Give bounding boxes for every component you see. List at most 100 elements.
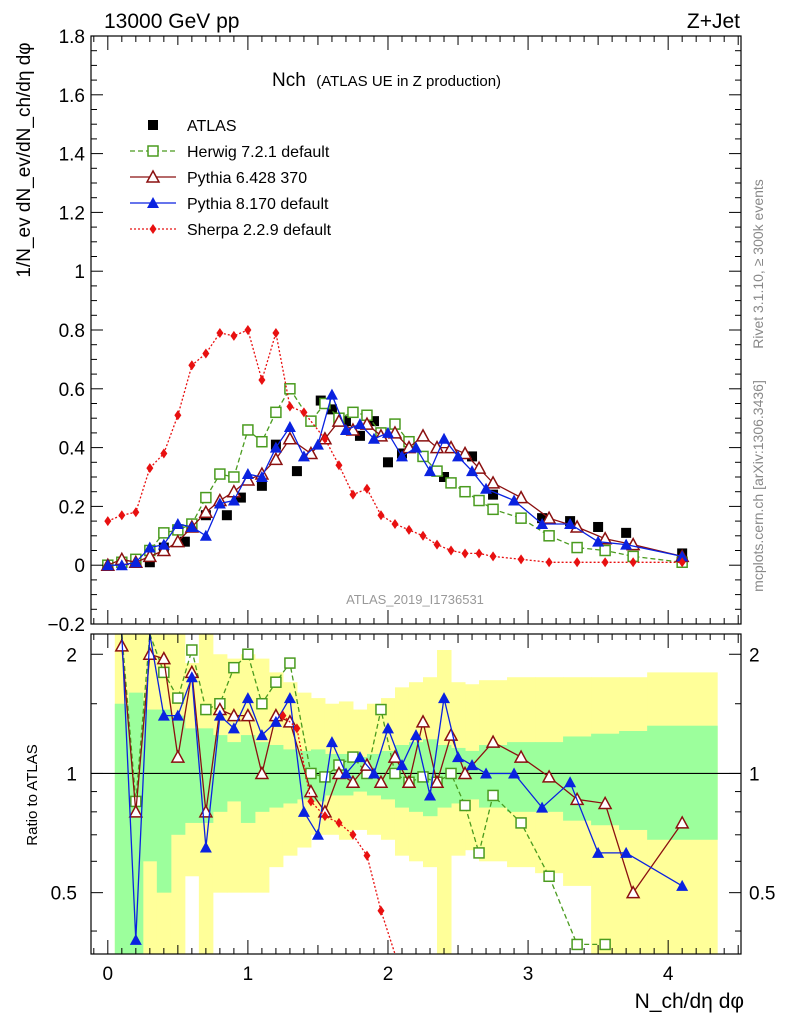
ratio-series-pythia-8-170-default [121, 633, 689, 945]
point-herwig-7-2-1-default [571, 541, 583, 554]
point-sherpa-2-2-9-default [391, 519, 399, 530]
point-pythia-8-170-default [199, 529, 212, 541]
point-pythia-8-170-default [367, 432, 380, 444]
point-pythia-6-428-370 [597, 531, 613, 545]
header-right: Z+Jet [687, 10, 740, 33]
point-sherpa-2-2-9-default [363, 483, 371, 494]
plot-title-sub: (ATLAS UE in Z production) [316, 73, 501, 90]
band-inner [114, 703, 130, 954]
ratio-point-pythia-8-170-default [311, 828, 324, 840]
ratio-point-sherpa-2-2-9-default [363, 850, 371, 861]
ratio-point-herwig-7-2-1-default [487, 789, 499, 802]
ratio-point-herwig-7-2-1-default [256, 697, 268, 710]
ratio-series-sherpa-2-2-9-default [279, 710, 396, 955]
ratio-point-pythia-6-428-370 [128, 804, 144, 818]
series-sherpa-2-2-9-default [104, 325, 686, 568]
point-pythia-8-170-default [508, 494, 521, 506]
ratio-point-pythia-8-170-default [620, 846, 633, 858]
point-herwig-7-2-1-default [347, 406, 359, 419]
ratio-point-pythia-8-170-default [269, 715, 282, 727]
y-tick-label: 1 [74, 262, 85, 283]
x-tick-label: 2 [383, 964, 394, 985]
point-atlas [291, 466, 302, 477]
point-pythia-6-428-370 [485, 475, 501, 489]
ratio-y-tick-label-right: 2 [749, 645, 760, 666]
y-tick-label: 1.4 [59, 145, 86, 166]
point-atlas [326, 404, 337, 415]
point-sherpa-2-2-9-default [545, 557, 553, 568]
ratio-point-herwig-7-2-1-default [242, 648, 254, 661]
point-sherpa-2-2-9-default [286, 401, 294, 412]
point-pythia-8-170-default [115, 559, 128, 571]
ratio-point-pythia-6-428-370 [170, 749, 186, 763]
ratio-point-herwig-7-2-1-default [417, 771, 429, 783]
x-tick-label: 0 [103, 964, 114, 985]
main-panel: −0.2 0 0.2 0.4 0.6 0.8 1 1.2 1.4 1.6 1.8 [47, 27, 742, 636]
band-inner [268, 744, 284, 808]
point-pythia-8-170-default [283, 421, 296, 433]
point-herwig-7-2-1-default [284, 383, 296, 395]
ratio-point-sherpa-2-2-9-default [335, 817, 343, 828]
ratio-point-pythia-6-428-370 [443, 727, 459, 741]
legend-label: Herwig 7.2.1 default [187, 144, 330, 161]
ratio-point-pythia-6-428-370 [254, 765, 270, 780]
point-sherpa-2-2-9-default [230, 330, 238, 341]
legend-item-atlas: ATLAS [148, 118, 237, 135]
point-pythia-6-428-370 [282, 431, 298, 445]
ratio-point-sherpa-2-2-9-default [377, 905, 385, 916]
ratio-point-herwig-7-2-1-default [305, 767, 317, 780]
ratio-point-pythia-8-170-default [157, 709, 170, 721]
series-line-pythia-8-170-default [107, 392, 683, 566]
point-pythia-6-428-370 [471, 460, 487, 474]
point-sherpa-2-2-9-default [188, 360, 196, 371]
point-sherpa-2-2-9-default [321, 433, 329, 444]
ratio-point-herwig-7-2-1-default [228, 661, 240, 674]
point-pythia-8-170-default [185, 520, 198, 532]
legend-marker [147, 145, 159, 157]
point-herwig-7-2-1-default [599, 544, 611, 557]
ratio-point-pythia-8-170-default [508, 767, 521, 779]
legend-label: Sherpa 2.2.9 default [187, 222, 332, 239]
point-pythia-8-170-default [480, 482, 493, 494]
ratio-ticks: 0.5 0.5 1 1 2 2 0 1 2 3 4 [51, 634, 775, 985]
point-herwig-7-2-1-default [445, 477, 457, 489]
legend-item-herwig-7-2-1-default: Herwig 7.2.1 default [130, 144, 330, 161]
point-atlas [179, 536, 190, 547]
series-line-herwig-7-2-1-default [107, 387, 683, 566]
legend-item-pythia-8-170-default: Pythia 8.170 default [130, 196, 329, 213]
series-line-sherpa-2-2-9-default [107, 329, 683, 563]
ratio-point-herwig-7-2-1-default [284, 657, 296, 669]
point-herwig-7-2-1-default [515, 512, 527, 524]
main-ylabel: 1/N_ev dN_ev/dN_ch/dη dφ [14, 42, 35, 277]
point-pythia-8-170-default [410, 441, 422, 453]
ratio-point-pythia-6-428-370 [625, 885, 641, 899]
point-pythia-8-170-default [620, 538, 633, 550]
ratio-series-layer [114, 633, 690, 955]
ratio-y-tick-label-right: 0.5 [749, 884, 775, 905]
point-pythia-8-170-default [297, 450, 310, 462]
point-pythia-8-170-default [101, 559, 114, 571]
point-pythia-6-428-370 [457, 445, 473, 460]
point-sherpa-2-2-9-default [433, 539, 441, 550]
ratio-point-pythia-8-170-default [676, 879, 689, 891]
point-pythia-8-170-default [269, 441, 282, 453]
point-herwig-7-2-1-default [256, 435, 268, 448]
point-sherpa-2-2-9-default [300, 407, 308, 418]
point-sherpa-2-2-9-default [104, 516, 112, 527]
legend-label: Pythia 6.428 370 [187, 170, 307, 187]
point-sherpa-2-2-9-default [132, 507, 140, 518]
point-sherpa-2-2-9-default [216, 327, 224, 338]
point-herwig-7-2-1-default [200, 491, 212, 504]
y-tick-label: 0.8 [59, 321, 85, 342]
ratio-point-sherpa-2-2-9-default [307, 796, 315, 807]
point-pythia-8-170-default [536, 518, 549, 530]
ratio-point-pythia-6-428-370 [401, 774, 417, 789]
ratio-point-herwig-7-2-1-default [389, 767, 401, 780]
point-sherpa-2-2-9-default [517, 554, 525, 565]
point-herwig-7-2-1-default [543, 530, 555, 542]
point-pythia-8-170-default [255, 471, 268, 482]
point-herwig-7-2-1-default [270, 406, 282, 419]
y-tick-label: 0.2 [59, 497, 85, 518]
ratio-point-pythia-6-428-370 [674, 815, 690, 829]
point-sherpa-2-2-9-default [629, 557, 637, 568]
